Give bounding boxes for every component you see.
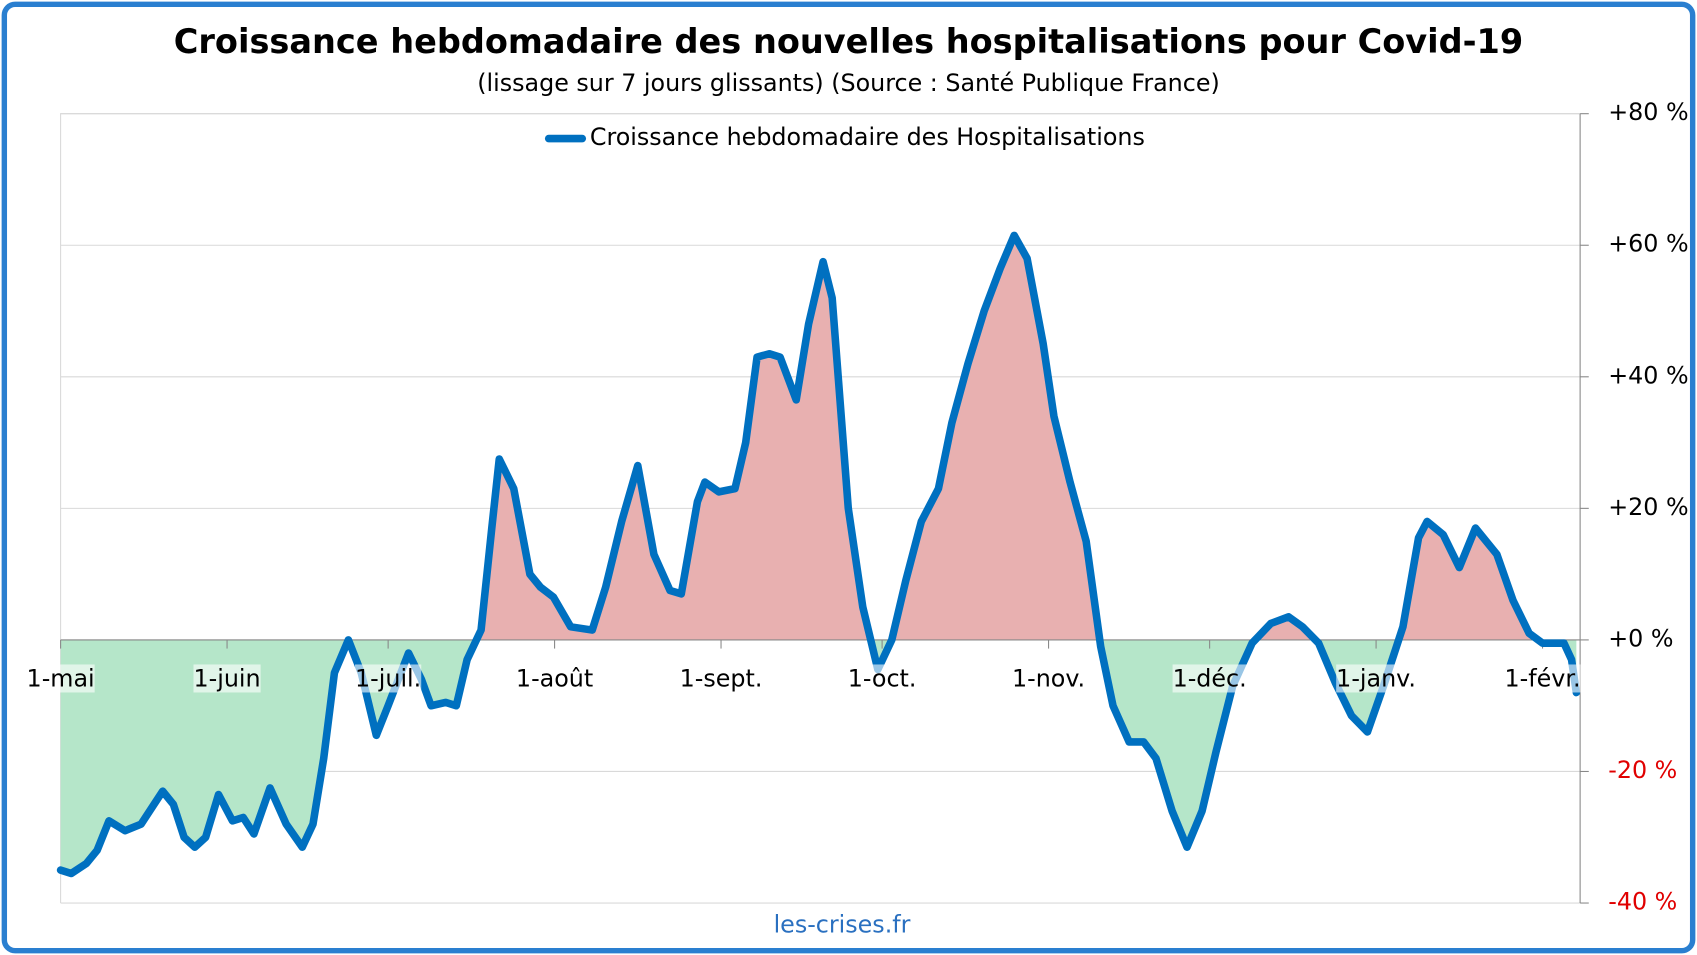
x-label-bg — [515, 664, 594, 693]
x-label-bg — [847, 664, 917, 693]
x-label-bg — [1336, 664, 1416, 693]
x-tick-label: 1-oct. — [848, 664, 917, 692]
y-tick-label: +0 % — [1608, 624, 1673, 652]
x-tick-label: 1-mai — [27, 664, 95, 692]
x-tick-label: 1-déc. — [1173, 664, 1247, 692]
x-tick-label: 1-févr. — [1505, 664, 1581, 692]
x-tick-label: 1-août — [516, 664, 593, 692]
x-label-bg — [26, 664, 95, 693]
x-tick-label: 1-sept. — [680, 664, 763, 692]
x-label-bg — [1011, 664, 1086, 693]
y-tick-label: +80 % — [1608, 98, 1688, 126]
chart-title: Croissance hebdomadaire des nouvelles ho… — [174, 22, 1523, 61]
x-label-bg — [193, 664, 261, 693]
x-tick-label: 1-juil. — [355, 664, 421, 692]
y-tick-label: +40 % — [1608, 361, 1688, 389]
positive-area — [60, 235, 1577, 640]
x-tick-label: 1-juin — [194, 664, 261, 692]
y-tick-label: -20 % — [1608, 756, 1677, 784]
legend-label: Croissance hebdomadaire des Hospitalisat… — [590, 123, 1145, 151]
chart-subtitle: (lissage sur 7 jours glissants) (Source … — [477, 69, 1220, 97]
line — [56, 231, 1581, 878]
y-tick-label: +60 % — [1608, 230, 1688, 258]
source: les-crises.fr — [774, 910, 911, 938]
x-label-bg — [1172, 664, 1247, 693]
x-label-bg — [355, 664, 422, 693]
y-tick-label: -40 % — [1608, 888, 1677, 916]
x-tick-label: 1-nov. — [1012, 664, 1085, 692]
x-label-bg — [1504, 664, 1581, 693]
x-label-bg — [679, 664, 763, 693]
y-tick-label: +20 % — [1608, 493, 1688, 521]
x-tick-label: 1-janv. — [1336, 664, 1416, 692]
